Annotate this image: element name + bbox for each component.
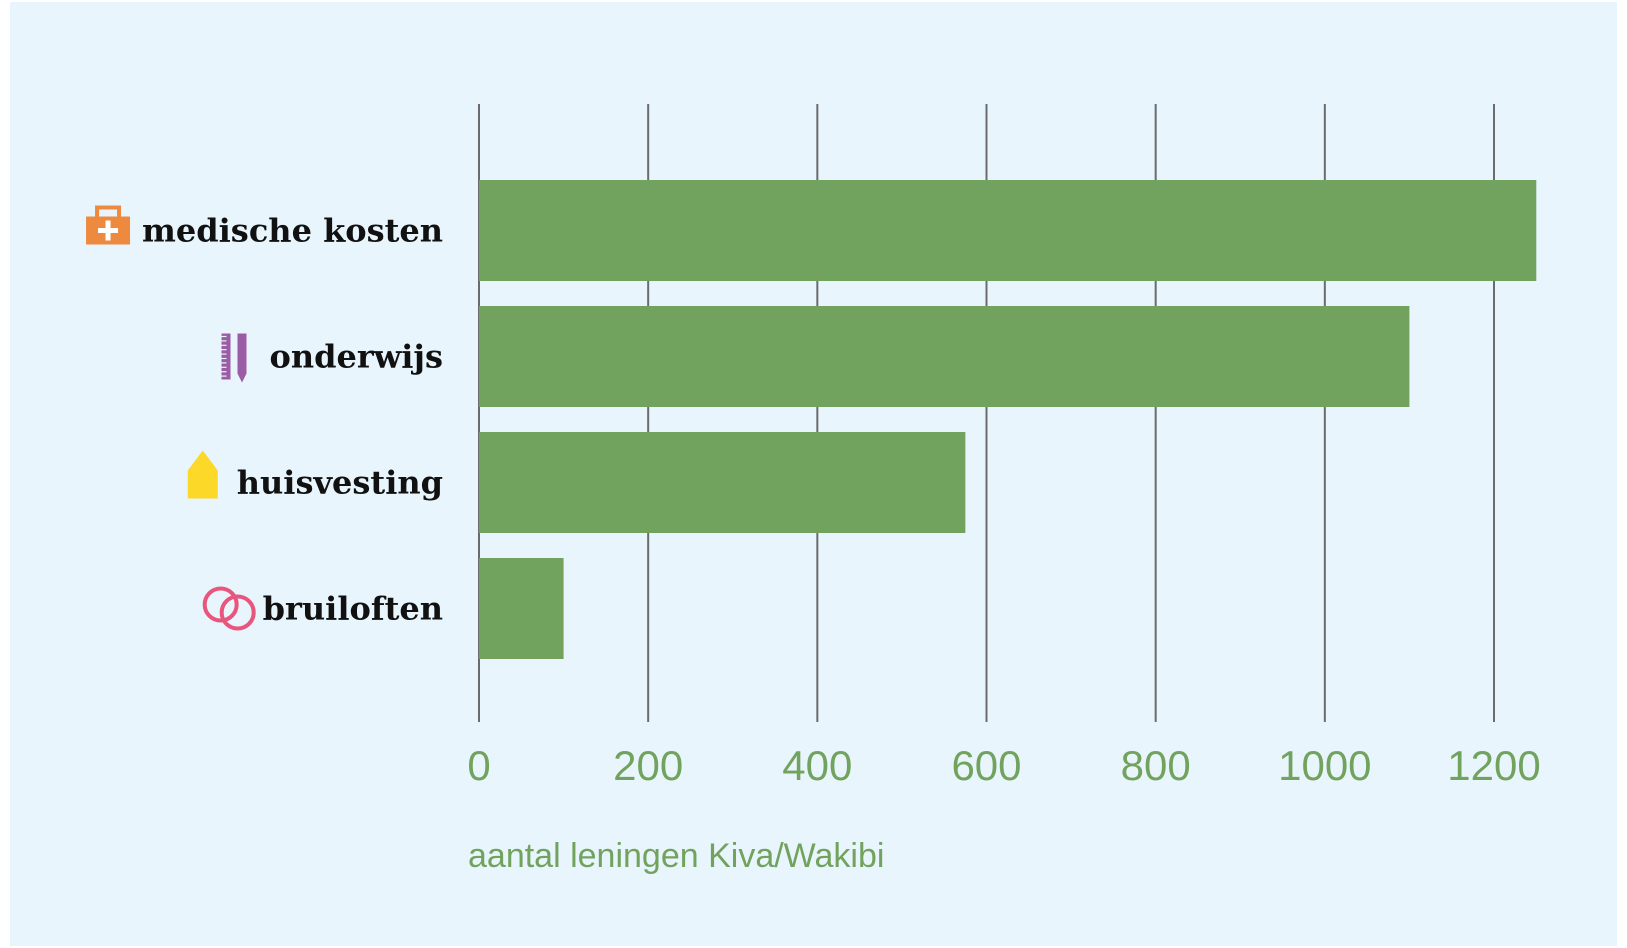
- x-tick-label: 1000: [1278, 742, 1371, 789]
- x-tick-label: 400: [782, 742, 852, 789]
- x-tick-label: 200: [613, 742, 683, 789]
- wedding-rings-icon: [202, 586, 256, 631]
- bar: [479, 432, 966, 533]
- bar: [479, 558, 564, 659]
- category-icons: [86, 205, 256, 631]
- x-tick-label: 1200: [1447, 742, 1540, 789]
- house-icon: [187, 450, 218, 499]
- category-labels: medische kosten onderwijs huisvesting bruil…: [142, 212, 443, 628]
- bars: [479, 180, 1537, 659]
- x-axis-title: aantal leningen Kiva/Wakibi: [468, 837, 884, 875]
- x-tick-label: 800: [1121, 742, 1191, 789]
- category-label: huisvesting: [237, 464, 443, 502]
- category-label: medische kosten: [142, 212, 443, 250]
- bar: [479, 306, 1410, 407]
- bar: [479, 180, 1537, 281]
- x-tick-labels: 0 200 400 600 800 1000 1200: [467, 742, 1540, 789]
- category-label: bruiloften: [263, 590, 443, 628]
- first-aid-kit-icon: [86, 205, 131, 245]
- ruler-pencil-icon: [221, 333, 247, 383]
- category-label: onderwijs: [270, 338, 444, 376]
- x-tick-label: 0: [467, 742, 490, 789]
- x-tick-label: 600: [951, 742, 1021, 789]
